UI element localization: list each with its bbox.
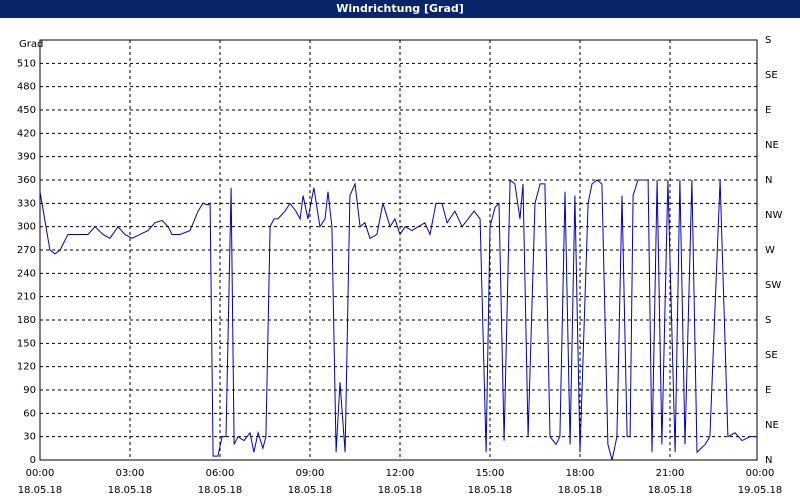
y-tick-label: 420	[17, 128, 36, 139]
x-tick-date: 18.05.18	[378, 485, 423, 496]
y-tick-label: 180	[17, 315, 36, 326]
y2-tick-label: NW	[765, 210, 782, 221]
y-tick-label: 480	[17, 82, 36, 93]
y-tick-label: 210	[17, 292, 36, 303]
y-tick-label: 300	[17, 222, 36, 233]
x-tick-label: 18:00	[566, 468, 595, 479]
x-tick-label: 09:00	[296, 468, 325, 479]
x-tick-label: 12:00	[386, 468, 415, 479]
y-tick-label: 240	[17, 268, 36, 279]
y2-tick-label: SE	[765, 70, 778, 81]
y-tick-label: 270	[17, 245, 36, 256]
x-tick-date: 18.05.18	[288, 485, 333, 496]
y-tick-label: 0	[30, 455, 36, 466]
x-tick-date: 18.05.18	[648, 485, 693, 496]
x-tick-label: 03:00	[116, 468, 145, 479]
y-tick-label: 150	[17, 338, 36, 349]
x-tick-label: 00:00	[26, 468, 55, 479]
y-tick-label: 360	[17, 175, 36, 186]
y2-tick-label: S	[765, 315, 771, 326]
y-axis-label: Grad	[19, 39, 43, 50]
x-tick-date: 18.05.18	[108, 485, 153, 496]
y-tick-label: 330	[17, 198, 36, 209]
y-tick-label: 390	[17, 152, 36, 163]
x-tick-label: 00:00	[746, 468, 775, 479]
y2-tick-label: N	[765, 175, 772, 186]
x-tick-date: 18.05.18	[18, 485, 63, 496]
y2-tick-label: S	[765, 35, 771, 46]
y-tick-label: 510	[17, 58, 36, 69]
y2-tick-label: E	[765, 385, 771, 396]
y2-tick-label: SW	[765, 280, 781, 291]
x-tick-label: 21:00	[656, 468, 685, 479]
y-tick-label: 60	[23, 408, 36, 419]
y2-tick-label: W	[765, 245, 775, 256]
y-tick-label: 90	[23, 385, 36, 396]
x-tick-label: 15:00	[476, 468, 505, 479]
x-tick-label: 06:00	[206, 468, 235, 479]
title-bar	[0, 0, 800, 18]
y2-tick-label: SE	[765, 350, 778, 361]
y2-tick-label: NE	[765, 140, 779, 151]
x-tick-date: 18.05.18	[558, 485, 603, 496]
data-line	[39, 178, 757, 461]
y2-tick-label: E	[765, 105, 771, 116]
chart-title: Windrichtung [Grad]	[336, 2, 464, 15]
y2-tick-label: N	[765, 455, 772, 466]
x-tick-date: 18.05.18	[198, 485, 243, 496]
x-tick-date: 19.05.18	[738, 485, 783, 496]
y-tick-label: 120	[17, 362, 36, 373]
y-tick-label: 30	[23, 432, 36, 443]
y-tick-label: 450	[17, 105, 36, 116]
y2-tick-label: NE	[765, 420, 779, 431]
x-tick-date: 18.05.18	[468, 485, 513, 496]
